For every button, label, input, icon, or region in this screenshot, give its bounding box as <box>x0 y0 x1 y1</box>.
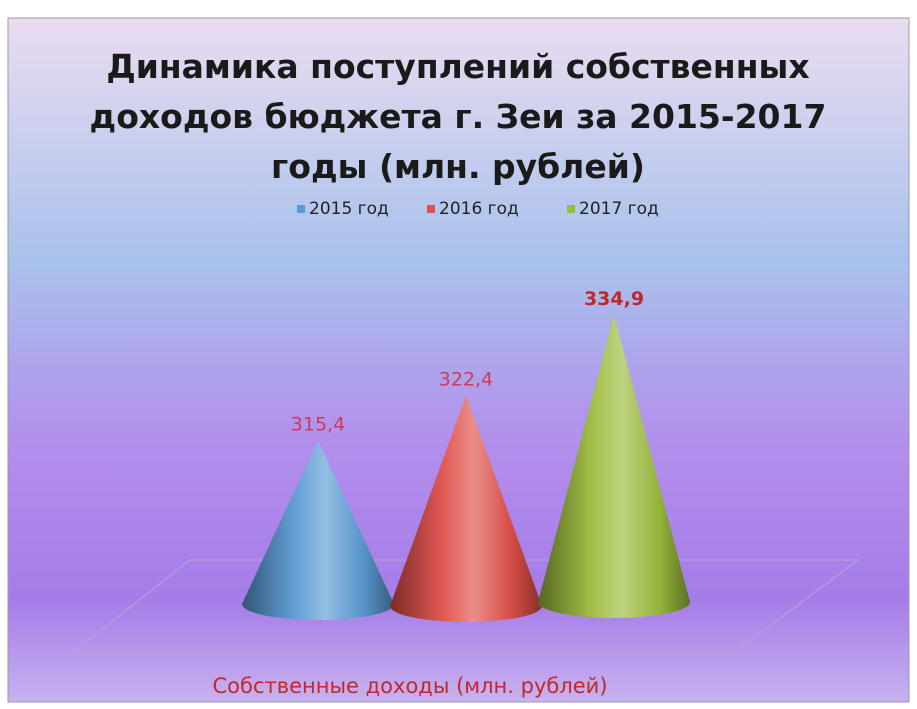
chart-title-line-1: Динамика поступлений собственных <box>106 47 809 86</box>
data-label-2015-год: 315,4 <box>291 414 345 436</box>
data-label-2017-год: 334,9 <box>584 288 644 310</box>
legend-swatch-3 <box>567 205 575 213</box>
legend: 2015 год 2016 год 2017 год <box>297 199 659 219</box>
legend-label-2: 2016 год <box>439 199 519 219</box>
data-label-2016-год: 322,4 <box>439 368 493 390</box>
chart-title-line-2: доходов бюджета г. Зеи за 2015-2017 <box>90 97 827 136</box>
chart-title-line-3: годы (млн. рублей) <box>271 147 645 186</box>
legend-label-3: 2017 год <box>579 199 659 219</box>
x-axis-category-label: Собственные доходы (млн. рублей) <box>212 674 607 698</box>
legend-label-1: 2015 год <box>309 199 389 219</box>
legend-swatch-2 <box>427 205 435 213</box>
legend-swatch-1 <box>297 205 305 213</box>
